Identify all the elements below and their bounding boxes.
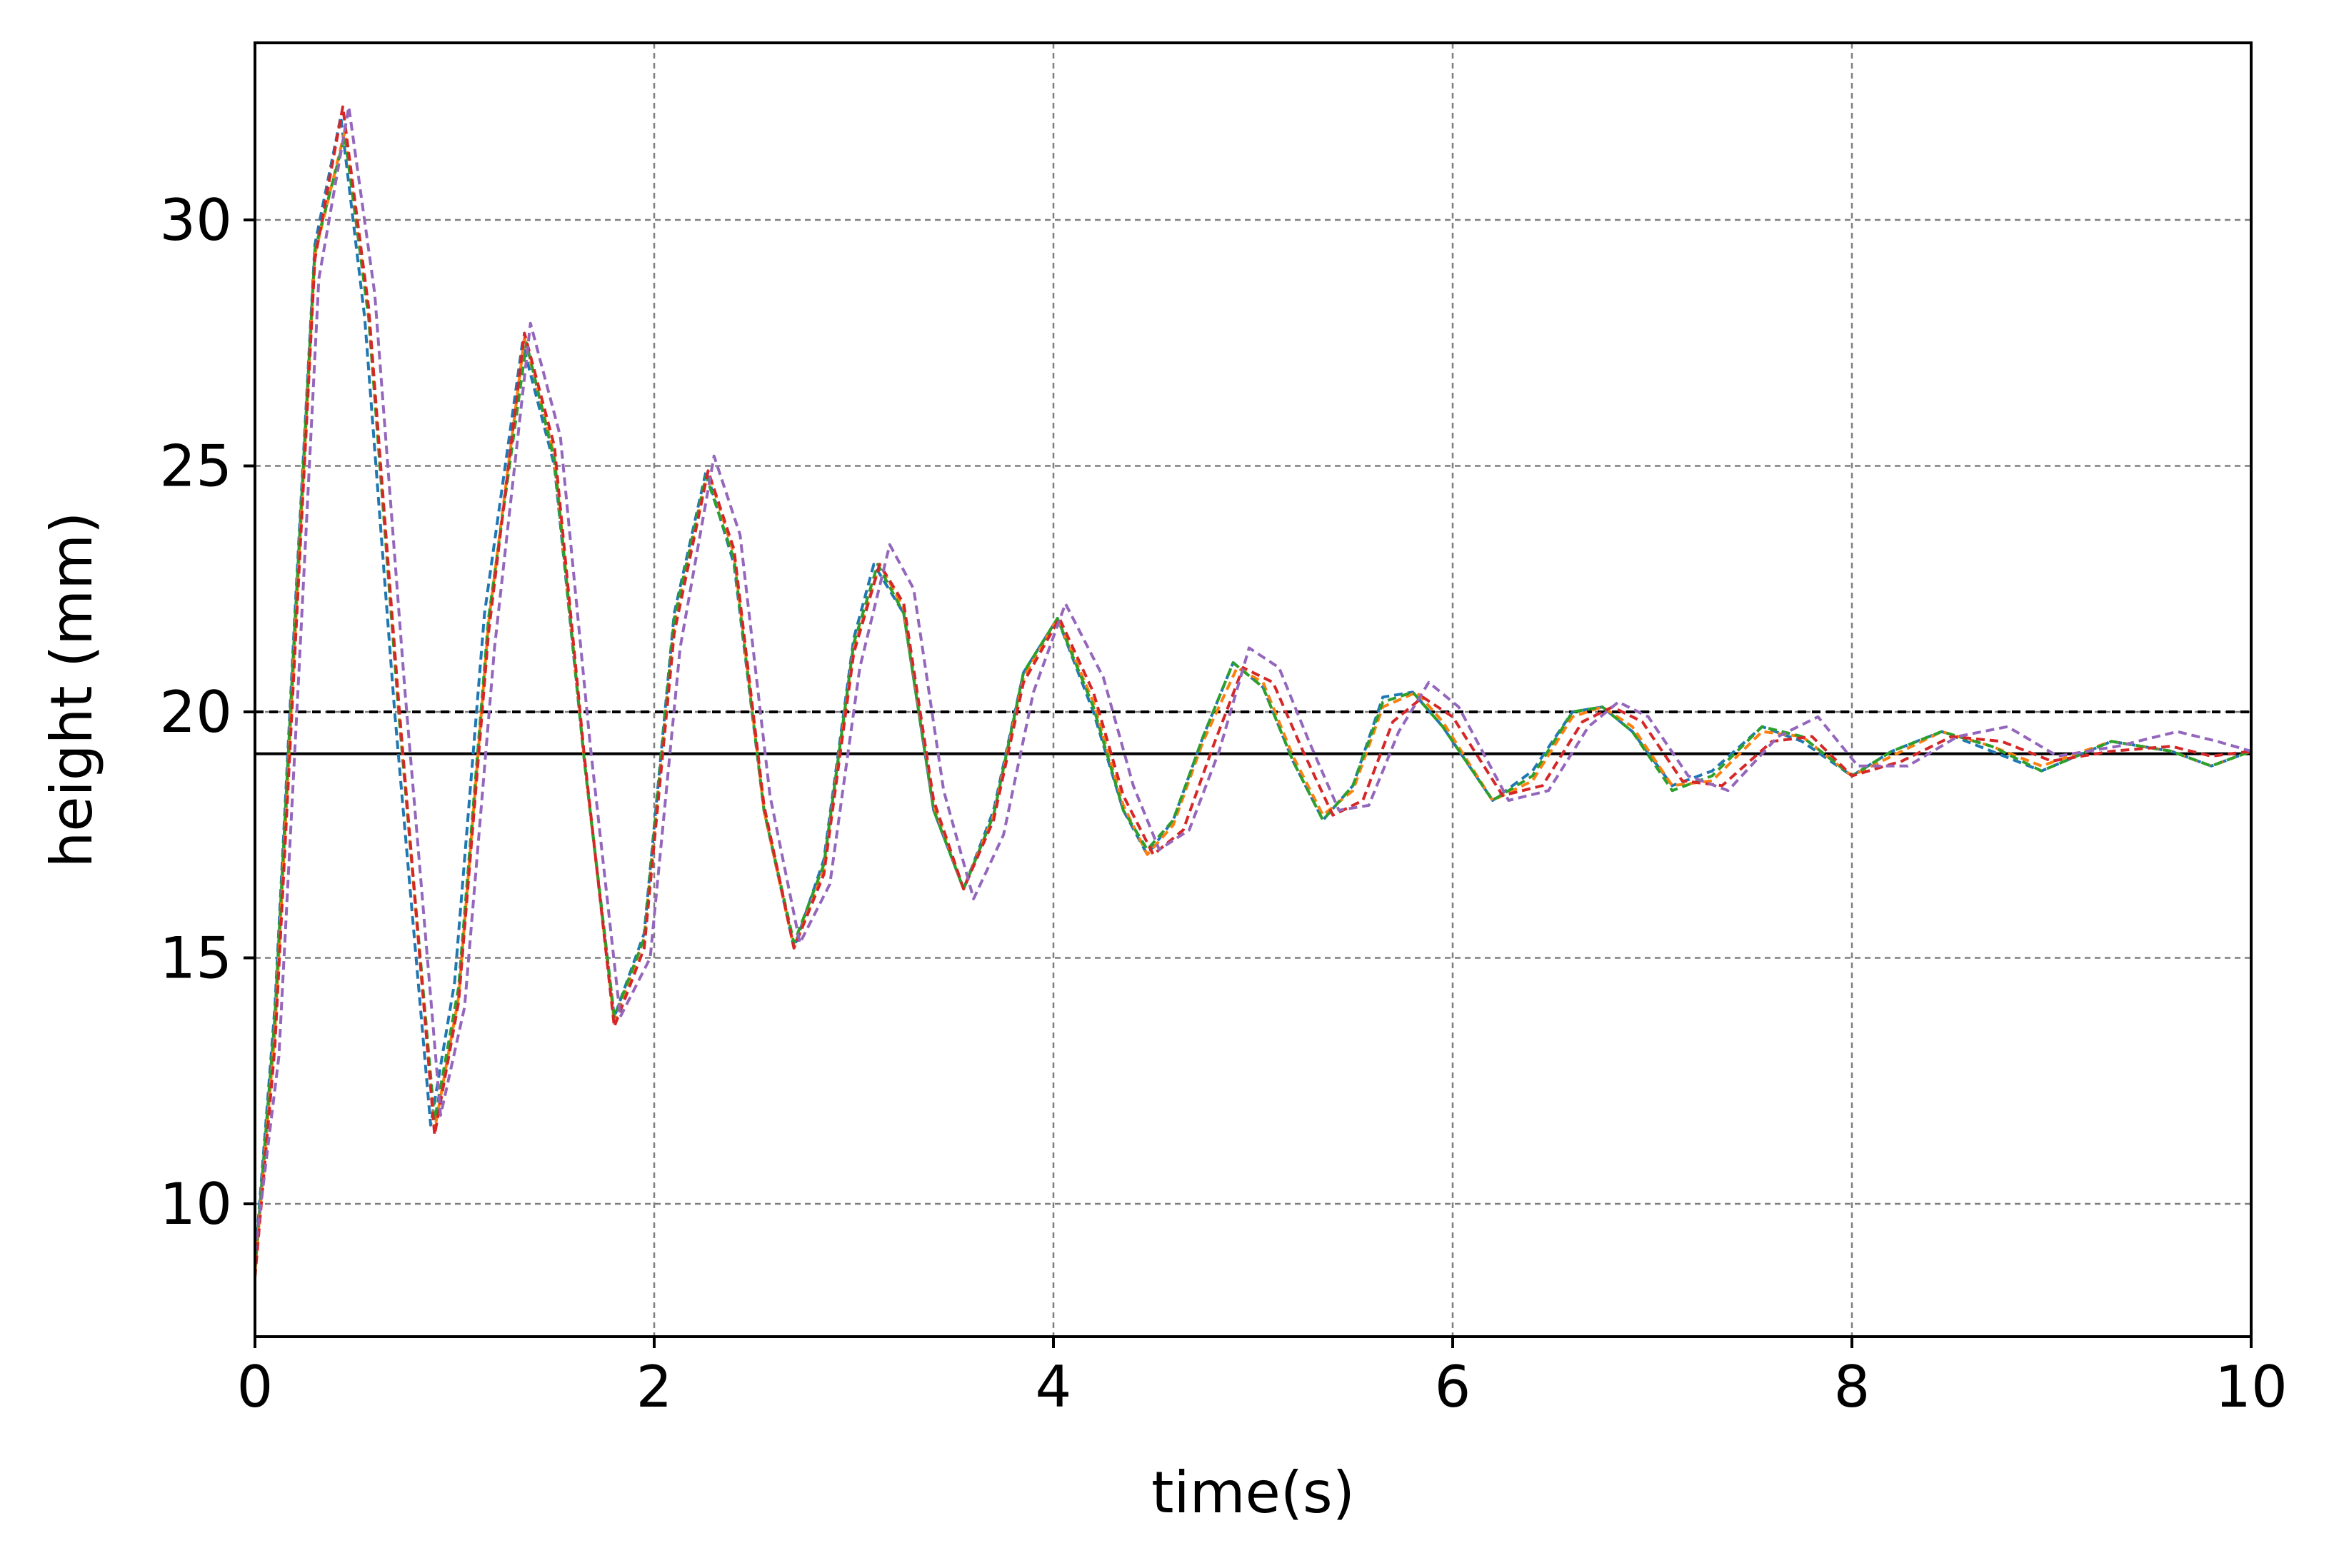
y-tick-label: 20 bbox=[159, 679, 232, 745]
series-line-5 bbox=[254, 105, 2252, 1254]
series-line-4 bbox=[254, 105, 2252, 1278]
y-tick-label: 10 bbox=[159, 1171, 232, 1237]
series-line-3 bbox=[254, 134, 2252, 1268]
x-axis-title: time(s) bbox=[1151, 1459, 1355, 1526]
x-axis-ticks: 0 2 4 6 8 10 bbox=[237, 1337, 2288, 1420]
y-axis-title: height (mm) bbox=[39, 512, 105, 868]
y-tick-label: 25 bbox=[159, 433, 232, 500]
y-tick-label: 30 bbox=[159, 187, 232, 253]
x-tick-label: 2 bbox=[636, 1354, 673, 1420]
x-tick-label: 8 bbox=[1834, 1354, 1870, 1420]
x-tick-label: 0 bbox=[237, 1354, 274, 1420]
plot-frame bbox=[254, 41, 2253, 1338]
x-tick-label: 4 bbox=[1036, 1354, 1072, 1420]
x-tick-label: 10 bbox=[2215, 1354, 2288, 1420]
x-tick-label: 6 bbox=[1435, 1354, 1471, 1420]
series-lines bbox=[254, 105, 2252, 1278]
y-tick-label: 15 bbox=[159, 925, 232, 991]
y-axis-ticks: 10 15 20 25 30 bbox=[159, 187, 255, 1237]
